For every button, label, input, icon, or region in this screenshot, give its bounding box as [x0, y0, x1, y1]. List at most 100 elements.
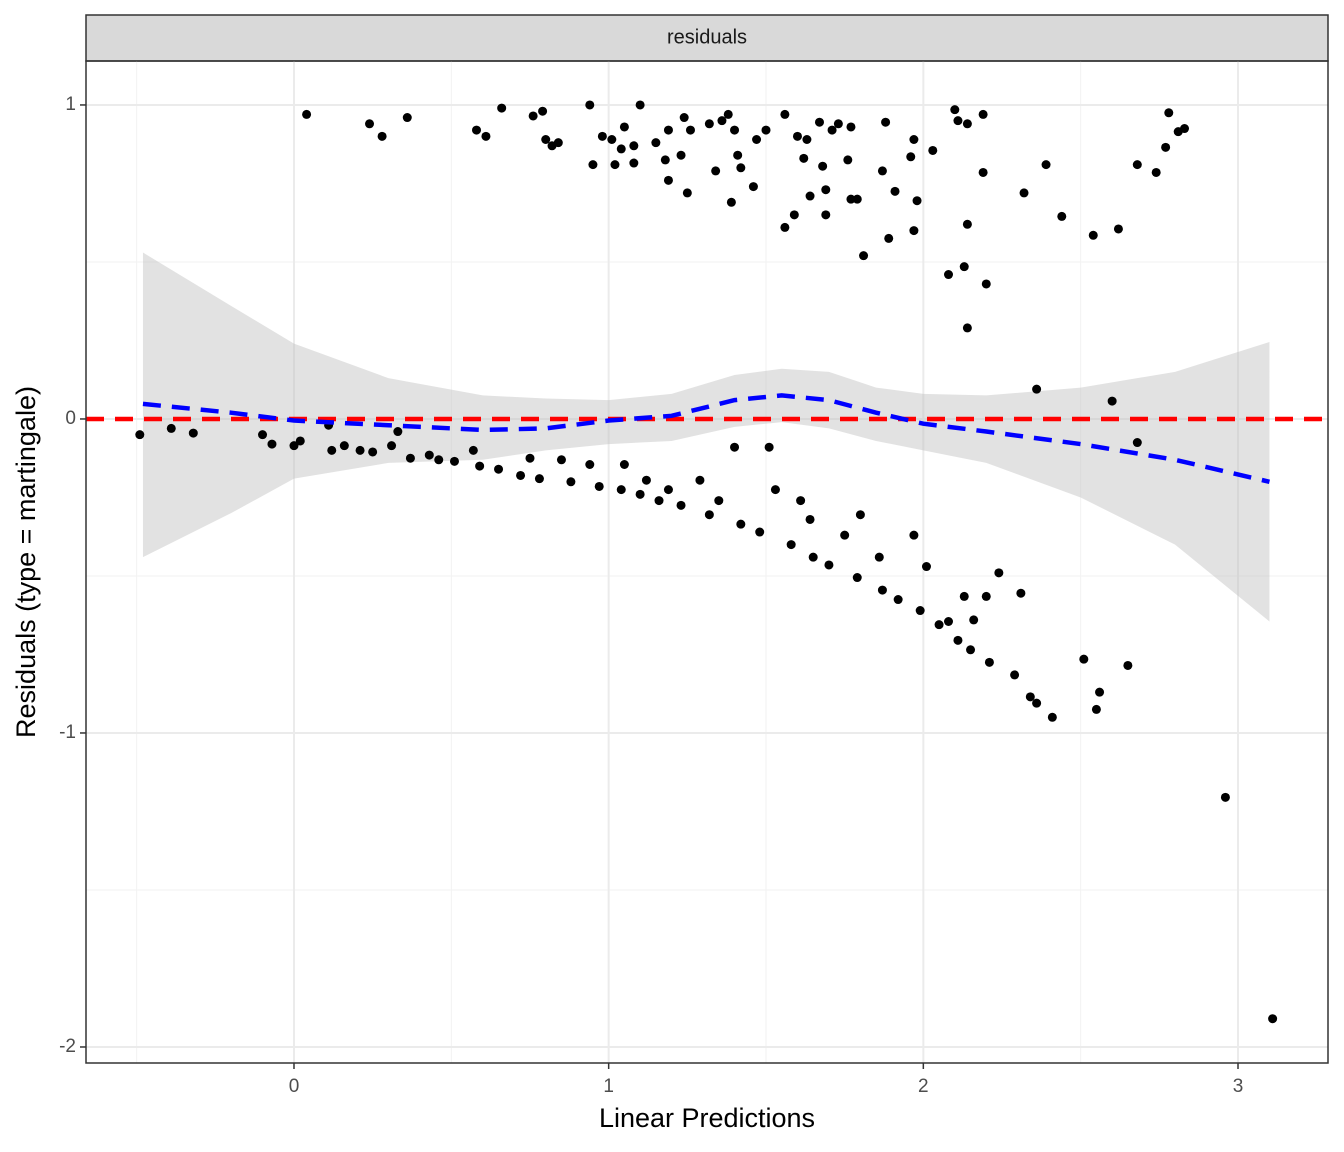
- point: [953, 635, 963, 645]
- point: [1132, 438, 1142, 448]
- point: [472, 125, 482, 135]
- point: [434, 455, 444, 465]
- point: [365, 119, 375, 129]
- point: [497, 103, 507, 113]
- plot-area: [86, 100, 1328, 1024]
- panel-border: [85, 60, 1329, 1064]
- point: [1019, 188, 1029, 198]
- point: [1107, 396, 1117, 406]
- point: [909, 226, 919, 236]
- point: [1220, 792, 1230, 802]
- point: [786, 540, 796, 550]
- point: [424, 450, 434, 460]
- smooth-line: [142, 393, 1270, 484]
- point: [978, 109, 988, 119]
- point: [984, 657, 994, 667]
- point: [714, 496, 724, 506]
- point: [695, 475, 705, 485]
- point: [1025, 692, 1035, 702]
- point: [663, 125, 673, 135]
- point: [393, 427, 403, 437]
- point: [962, 119, 972, 129]
- point: [1132, 160, 1142, 170]
- y-tick-label: 1: [65, 94, 76, 115]
- point: [679, 113, 689, 123]
- point: [981, 279, 991, 289]
- point: [594, 481, 604, 491]
- y-tick-label: -2: [59, 1036, 76, 1057]
- point: [821, 185, 831, 195]
- point: [959, 262, 969, 272]
- strip-label: residuals: [667, 26, 747, 48]
- point: [556, 455, 566, 465]
- point: [833, 119, 843, 129]
- point: [827, 125, 837, 135]
- point: [1180, 124, 1190, 134]
- point: [585, 100, 595, 110]
- point: [585, 460, 595, 470]
- point: [761, 125, 771, 135]
- y-tick-label: 0: [65, 408, 76, 429]
- point: [377, 131, 387, 141]
- strip: [85, 14, 1329, 62]
- point: [1047, 712, 1057, 722]
- point: [818, 161, 828, 171]
- point: [802, 135, 812, 145]
- point: [449, 456, 459, 466]
- point: [824, 560, 834, 570]
- point: [840, 530, 850, 540]
- point: [685, 125, 695, 135]
- x-axis-title: Linear Predictions: [599, 1103, 815, 1133]
- point: [755, 527, 765, 537]
- point: [962, 323, 972, 333]
- point: [188, 428, 198, 438]
- point: [934, 620, 944, 630]
- point: [909, 135, 919, 145]
- point: [780, 222, 790, 232]
- x-tick-label: 0: [289, 1076, 300, 1097]
- point: [641, 475, 651, 485]
- point: [663, 175, 673, 185]
- point: [748, 182, 758, 192]
- point: [566, 477, 576, 487]
- y-axis-title: Residuals (type = martingale): [11, 386, 41, 738]
- point: [553, 138, 563, 148]
- point: [1161, 142, 1171, 152]
- point: [912, 196, 922, 206]
- point: [723, 109, 733, 119]
- point: [619, 460, 629, 470]
- point: [654, 496, 664, 506]
- point: [616, 144, 626, 154]
- point: [752, 135, 762, 145]
- point: [843, 155, 853, 165]
- point: [890, 186, 900, 196]
- point: [736, 163, 746, 173]
- point: [994, 568, 1004, 578]
- point: [1041, 160, 1051, 170]
- point: [981, 591, 991, 601]
- point: [852, 194, 862, 204]
- point: [814, 117, 824, 127]
- point: [1057, 211, 1067, 221]
- point: [516, 470, 526, 480]
- point: [1151, 167, 1161, 177]
- point: [494, 464, 504, 474]
- point: [805, 191, 815, 201]
- point: [258, 430, 268, 440]
- point: [736, 519, 746, 529]
- point: [962, 219, 972, 229]
- point: [855, 510, 865, 520]
- point: [267, 439, 277, 449]
- point: [915, 606, 925, 616]
- point: [166, 423, 176, 433]
- point: [676, 150, 686, 160]
- point: [909, 530, 919, 540]
- point: [805, 514, 815, 524]
- point: [635, 100, 645, 110]
- point: [789, 210, 799, 220]
- point: [884, 233, 894, 243]
- point: [302, 109, 312, 119]
- point: [846, 122, 856, 132]
- point: [796, 496, 806, 506]
- point: [733, 150, 743, 160]
